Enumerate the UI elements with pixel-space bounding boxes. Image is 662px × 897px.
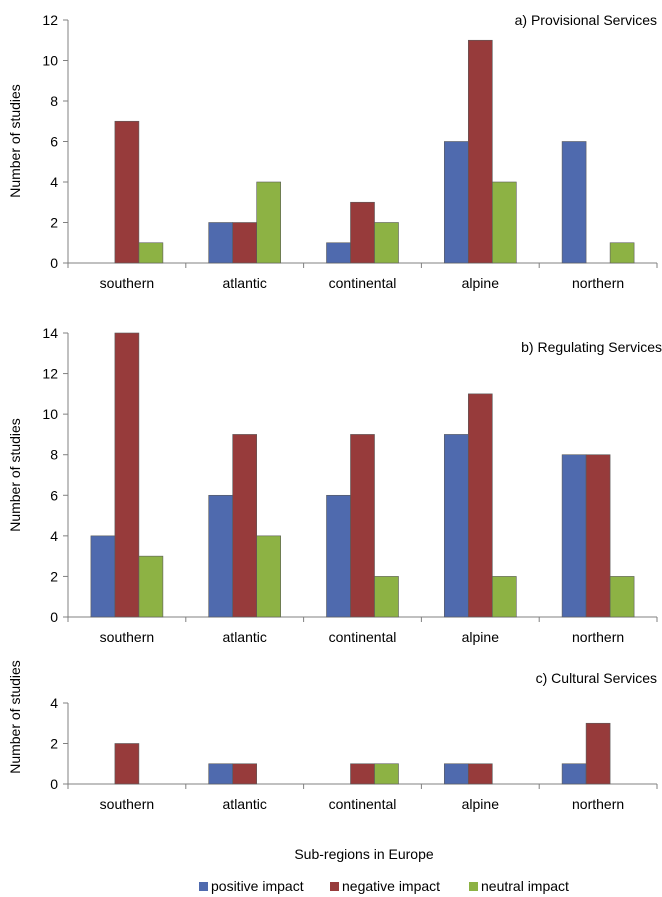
bar-neutral-continental (374, 222, 399, 264)
bar-negative-atlantic (232, 434, 257, 618)
plot-area: 0 2 4 6 8 10 12 southern atlantic continental alpi… (42, 12, 658, 291)
legend-swatch-neutral (469, 882, 478, 891)
x-tick-label: atlantic (223, 796, 267, 812)
bar-positive-alpine (443, 434, 469, 618)
bar-negative-northern (585, 722, 611, 785)
y-tick-label: 10 (42, 53, 58, 69)
y-tick-label: 4 (50, 174, 58, 190)
y-tick-label: 0 (50, 609, 58, 625)
y-tick-label: 8 (50, 447, 58, 463)
legend-label-neutral: neutral impact (481, 878, 569, 894)
x-tick-label: northern (572, 275, 624, 291)
bar-negative-southern (114, 332, 140, 618)
panel-title: c) Cultural Services (536, 670, 657, 686)
bar-positive-continental (326, 242, 351, 264)
xlabel: Sub-regions in Europe (294, 846, 434, 862)
bar-neutral-continental (374, 763, 399, 785)
legend: positive impact negative impact neutral … (199, 878, 569, 894)
bar-negative-alpine (467, 763, 493, 785)
panel-title: a) Provisional Services (515, 12, 657, 28)
y-tick-label: 12 (42, 366, 58, 382)
plot-area: 0 2 4 6 8 10 12 14 southern atlantic continental al… (42, 325, 658, 645)
bar-neutral-atlantic (256, 535, 282, 618)
x-tick-label: alpine (462, 275, 500, 291)
y-tick-label: 12 (42, 12, 58, 28)
panel-title: b) Regulating Services (521, 339, 662, 355)
x-tick-label: atlantic (223, 275, 267, 291)
y-tick-label: 10 (42, 406, 58, 422)
plot-area: 0 2 4 southern atlantic continental alpine nort… (50, 695, 658, 812)
bar-negative-northern (585, 454, 611, 618)
bar-positive-northern (561, 454, 587, 618)
bar-positive-continental (326, 494, 351, 618)
y-tick-label: 6 (50, 487, 58, 503)
x-tick-label: southern (100, 796, 154, 812)
bar-negative-atlantic (232, 222, 257, 264)
x-tick-label: northern (572, 796, 624, 812)
chart-panel-cultural: Number of studies c) Cultural Services 0… (7, 660, 658, 812)
bar-positive-northern (561, 141, 587, 264)
x-tick-label: alpine (462, 796, 500, 812)
bar-positive-atlantic (208, 222, 233, 264)
y-tick-label: 14 (42, 325, 58, 341)
bar-negative-continental (350, 201, 375, 264)
y-tick-label: 6 (50, 134, 58, 150)
bar-neutral-southern (138, 555, 164, 618)
bar-neutral-alpine (491, 181, 517, 264)
y-tick-label: 4 (50, 695, 58, 711)
x-tick-label: atlantic (223, 629, 267, 645)
bar-positive-atlantic (208, 494, 233, 618)
bar-positive-southern (90, 535, 116, 618)
bar-neutral-atlantic (256, 181, 282, 264)
bar-neutral-northern (609, 242, 635, 264)
x-tick-label: alpine (462, 629, 500, 645)
y-tick-label: 0 (50, 776, 58, 792)
y-tick-label: 2 (50, 568, 58, 584)
bar-negative-alpine (467, 39, 493, 264)
x-tick-label: continental (329, 275, 397, 291)
bar-neutral-continental (374, 576, 399, 618)
legend-label-negative: negative impact (342, 878, 440, 894)
y-tick-label: 4 (50, 528, 58, 544)
bar-negative-southern (114, 120, 140, 264)
bar-negative-alpine (467, 393, 493, 618)
legend-label-positive: positive impact (211, 878, 304, 894)
bar-negative-atlantic (232, 763, 257, 785)
x-tick-label: southern (100, 629, 154, 645)
bar-neutral-southern (138, 242, 164, 264)
ylabel: Number of studies (7, 660, 23, 774)
bar-positive-alpine (443, 141, 469, 264)
x-tick-label: continental (329, 796, 397, 812)
bar-neutral-alpine (491, 576, 517, 618)
bar-negative-continental (350, 434, 375, 618)
y-tick-label: 8 (50, 93, 58, 109)
bar-positive-alpine (443, 763, 469, 785)
bar-positive-atlantic (208, 763, 233, 785)
bar-negative-southern (114, 743, 140, 785)
y-tick-label: 2 (50, 215, 58, 231)
x-tick-label: northern (572, 629, 624, 645)
bar-neutral-northern (609, 576, 635, 618)
y-tick-label: 0 (50, 255, 58, 271)
ylabel: Number of studies (7, 84, 23, 198)
chart-panel-regulating: Number of studies b) Regulating Services… (7, 325, 662, 645)
legend-swatch-negative (330, 882, 339, 891)
bar-positive-northern (561, 763, 587, 785)
bar-negative-continental (350, 763, 375, 785)
legend-swatch-positive (199, 882, 208, 891)
chart-panel-provisional: Number of studies a) Provisional Service… (7, 12, 658, 291)
y-tick-label: 2 (50, 736, 58, 752)
ylabel: Number of studies (7, 418, 23, 532)
x-tick-label: southern (100, 275, 154, 291)
x-tick-label: continental (329, 629, 397, 645)
